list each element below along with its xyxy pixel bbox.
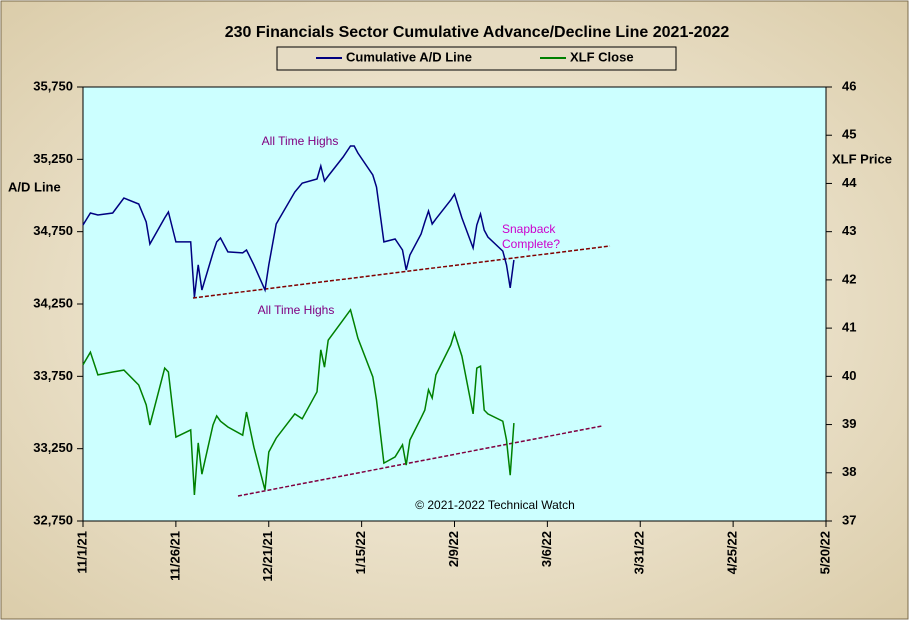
x-tick-label: 11/26/21 bbox=[167, 531, 182, 581]
y-tick-label: 35,250 bbox=[33, 151, 73, 166]
annotation: All Time Highs bbox=[262, 134, 339, 148]
x-tick-label: 2/9/22 bbox=[446, 531, 461, 567]
x-tick-label: 5/20/22 bbox=[817, 531, 832, 574]
y2-tick-label: 44 bbox=[842, 175, 857, 190]
x-tick-label: 12/21/21 bbox=[260, 531, 275, 582]
y-tick-label: 33,250 bbox=[33, 440, 73, 455]
trend-line bbox=[237, 425, 603, 497]
x-tick-label: 3/31/22 bbox=[632, 531, 647, 574]
y2-tick-label: 40 bbox=[842, 368, 856, 383]
copyright: © 2021-2022 Technical Watch bbox=[415, 498, 575, 512]
series-line bbox=[82, 145, 515, 298]
annotation: All Time Highs bbox=[258, 303, 335, 317]
y2-tick-label: 38 bbox=[842, 464, 856, 479]
y2-tick-label: 43 bbox=[842, 223, 856, 238]
y-tick-label: 33,750 bbox=[33, 368, 73, 383]
x-tick-label: 1/15/22 bbox=[353, 531, 368, 574]
x-tick-label: 3/6/22 bbox=[539, 531, 554, 567]
y-tick-label: 35,750 bbox=[33, 78, 73, 93]
series-line bbox=[82, 308, 515, 496]
y-tick-label: 34,750 bbox=[33, 223, 73, 238]
y-axis-label: A/D Line bbox=[8, 179, 61, 194]
y2-tick-label: 45 bbox=[842, 127, 856, 142]
y2-tick-label: 46 bbox=[842, 78, 856, 93]
trend-line bbox=[192, 245, 611, 299]
legend-label: XLF Close bbox=[570, 49, 634, 64]
annotation: Complete? bbox=[502, 237, 560, 251]
legend bbox=[276, 46, 677, 71]
y2-axis-label: XLF Price bbox=[832, 151, 892, 166]
y-tick-label: 34,250 bbox=[33, 295, 73, 310]
annotation: Snapback bbox=[502, 222, 556, 236]
plot-area bbox=[82, 86, 827, 522]
x-tick-label: 4/25/22 bbox=[725, 531, 740, 574]
chart-title: 230 Financials Sector Cumulative Advance… bbox=[225, 24, 730, 41]
y2-tick-label: 39 bbox=[842, 416, 856, 431]
x-tick-label: 11/1/21 bbox=[74, 531, 89, 574]
y2-tick-label: 41 bbox=[842, 320, 856, 335]
legend-label: Cumulative A/D Line bbox=[346, 49, 472, 64]
y2-tick-label: 37 bbox=[842, 512, 856, 527]
y-tick-label: 32,750 bbox=[33, 512, 73, 527]
y2-tick-label: 42 bbox=[842, 271, 856, 286]
